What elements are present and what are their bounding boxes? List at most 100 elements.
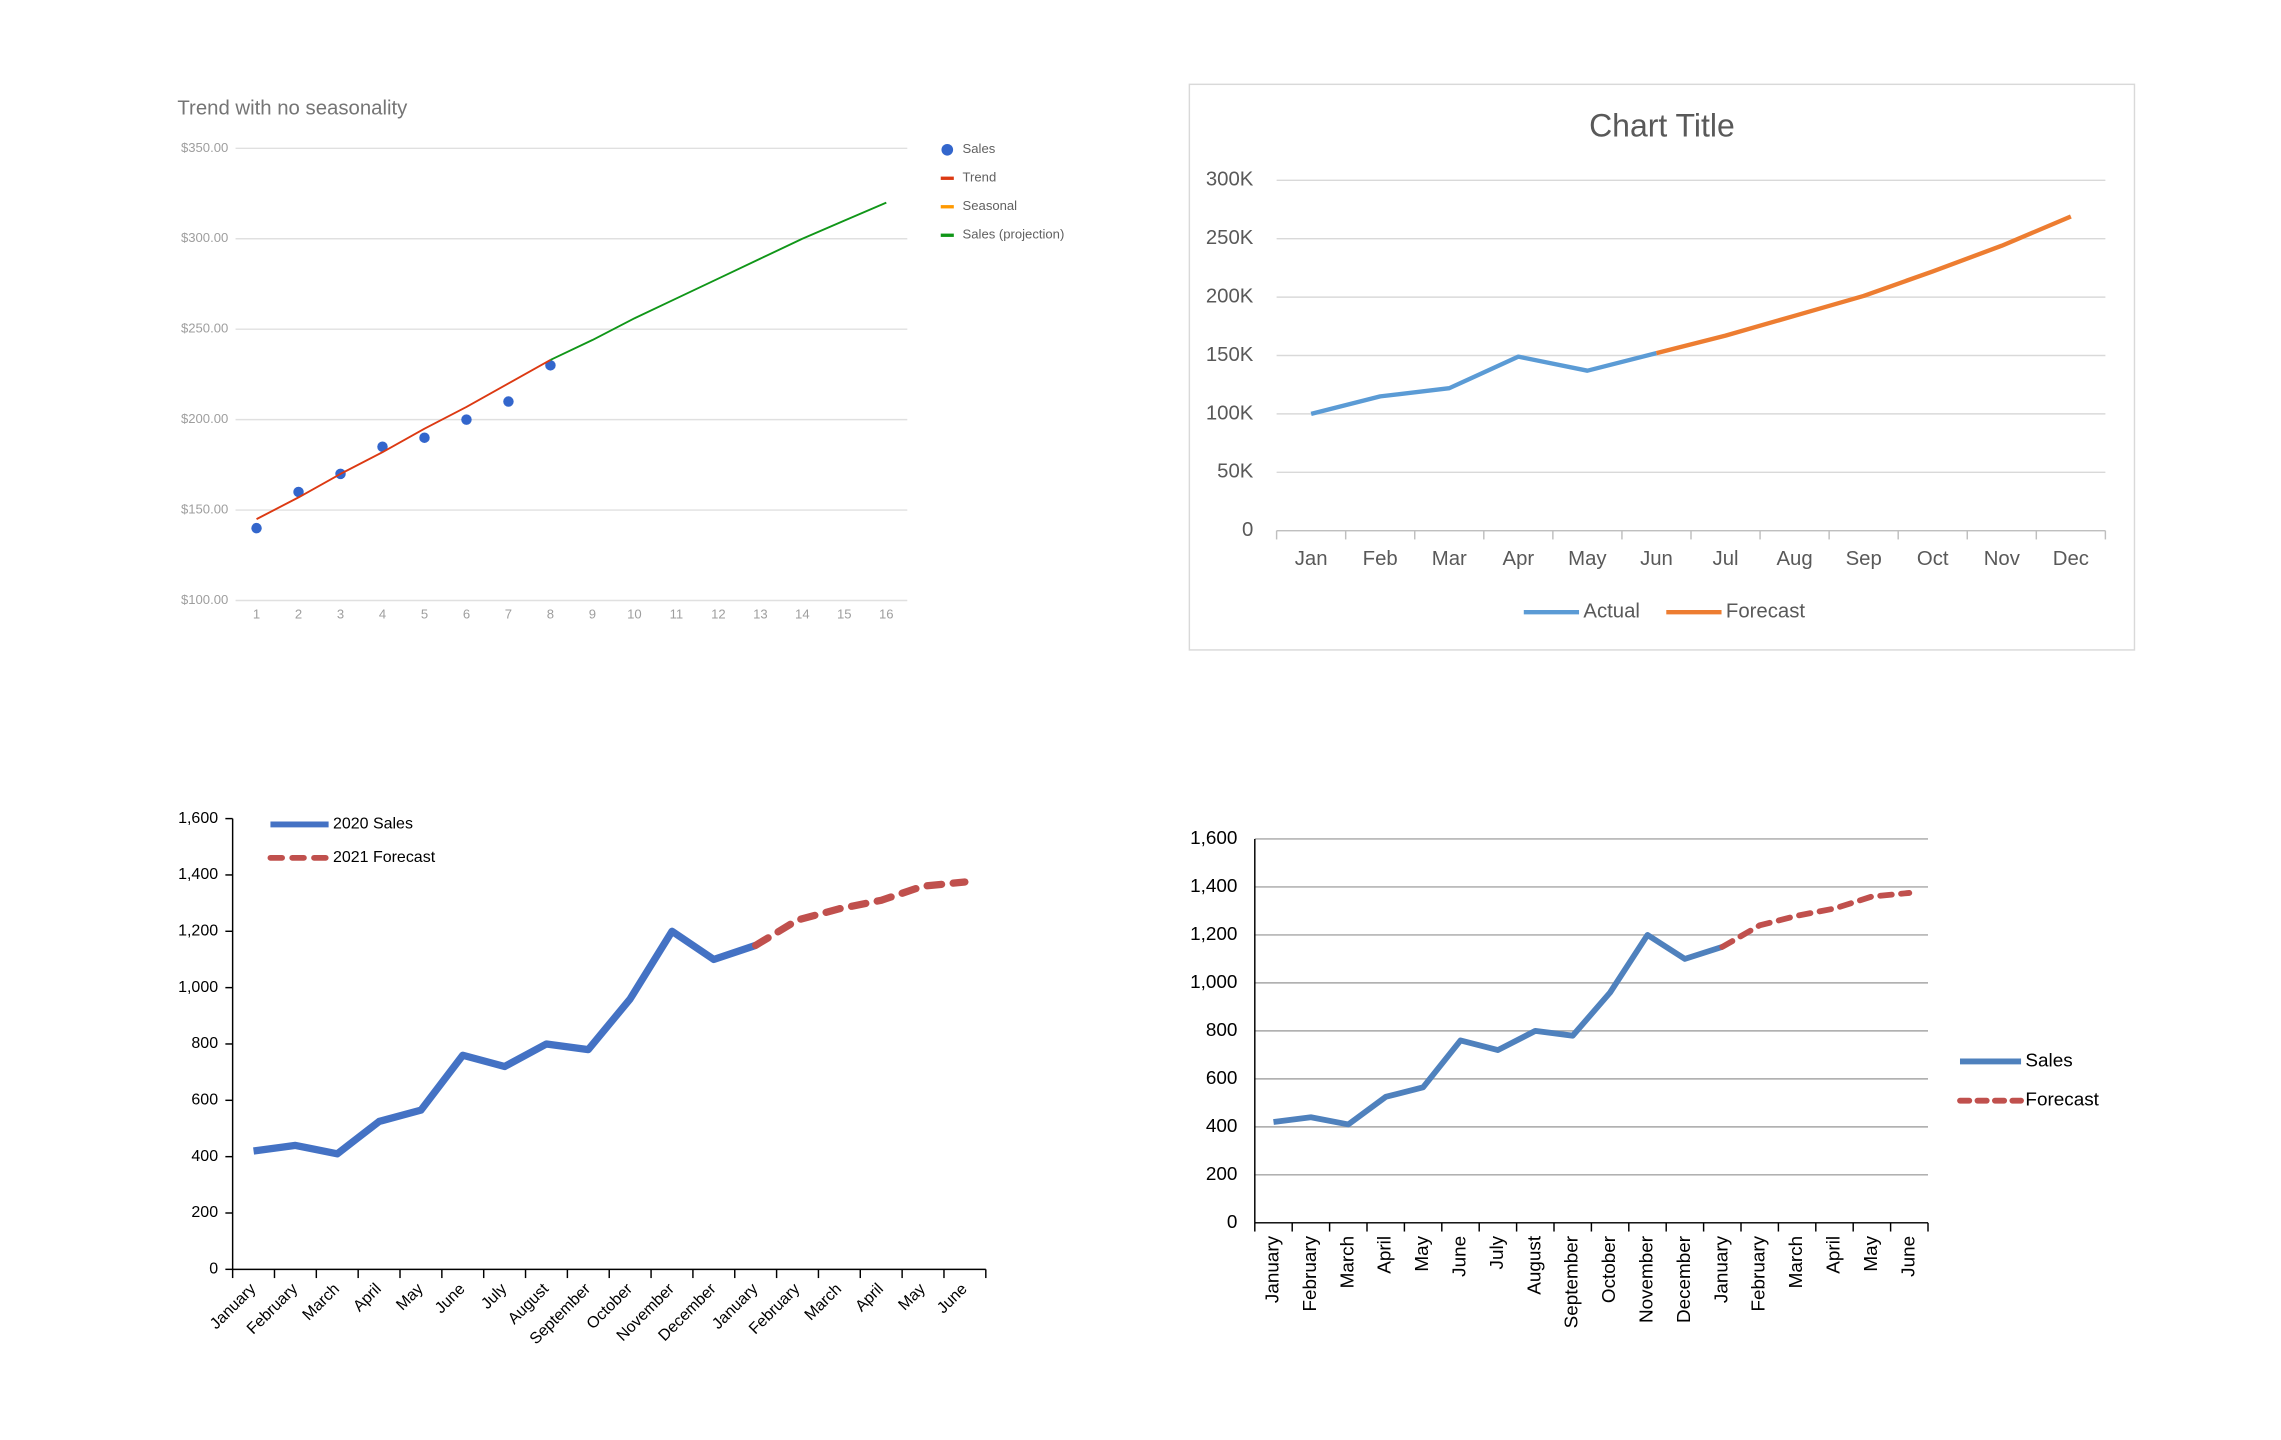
x-tick-label: 9 bbox=[589, 606, 596, 621]
y-tick-label: 0 bbox=[1227, 1212, 1238, 1233]
x-tick-label: Dec bbox=[2053, 548, 2089, 570]
x-tick-label: 4 bbox=[379, 606, 386, 621]
x-tick-label: May bbox=[1568, 548, 1607, 570]
x-tick-label: November bbox=[1637, 1236, 1658, 1323]
data-point bbox=[545, 360, 556, 371]
x-tick-label: May bbox=[895, 1281, 928, 1314]
x-tick-label: 2 bbox=[295, 606, 302, 621]
x-tick-label: June bbox=[1450, 1236, 1471, 1277]
x-tick-label: May bbox=[1412, 1235, 1433, 1271]
x-tick-label: Oct bbox=[1917, 548, 1949, 570]
chart-title: Chart Title bbox=[1589, 107, 1735, 143]
x-tick-label: December bbox=[1674, 1236, 1695, 1323]
x-tick-label: 1 bbox=[253, 606, 260, 621]
x-tick-label: Feb bbox=[1363, 548, 1398, 570]
series-line bbox=[253, 927, 757, 1158]
y-tick-label: $150.00 bbox=[181, 502, 228, 517]
x-tick-label: 6 bbox=[463, 606, 470, 621]
x-tick-label: Mar bbox=[1432, 548, 1467, 570]
x-tick-label: Sep bbox=[1846, 548, 1882, 570]
series-line bbox=[1655, 214, 2072, 356]
legend-label: Sales (projection) bbox=[963, 227, 1065, 242]
x-tick-label: May bbox=[393, 1281, 426, 1314]
chart-title: Trend with no seasonality bbox=[177, 97, 408, 119]
legend-label: Actual bbox=[1583, 601, 1640, 623]
y-tick-label: 50K bbox=[1217, 461, 1254, 483]
data-point bbox=[461, 414, 472, 425]
y-tick-label: $200.00 bbox=[181, 411, 228, 426]
x-tick-label: January bbox=[1711, 1235, 1732, 1303]
series-line bbox=[256, 359, 551, 520]
y-tick-label: 1,400 bbox=[1190, 876, 1237, 897]
x-tick-label: 16 bbox=[879, 606, 894, 621]
chart-frame bbox=[1188, 83, 2136, 651]
y-tick-label: 1,600 bbox=[178, 810, 218, 827]
y-tick-label: 250K bbox=[1206, 227, 1254, 249]
y-tick-label: 0 bbox=[1242, 519, 1253, 541]
x-tick-label: Apr bbox=[1503, 548, 1535, 570]
series-line bbox=[1273, 932, 1724, 1128]
y-tick-label: 800 bbox=[1206, 1020, 1238, 1041]
data-point bbox=[293, 486, 304, 498]
y-tick-label: 1,000 bbox=[178, 979, 218, 996]
y-tick-label: 150K bbox=[1206, 344, 1254, 366]
x-tick-label: Nov bbox=[1984, 548, 2021, 570]
y-tick-label: 400 bbox=[1206, 1116, 1238, 1137]
x-tick-label: 14 bbox=[795, 606, 810, 621]
collage-group: Trend with no seasonality $100.00 $150.00 $… bbox=[177, 83, 2136, 1348]
x-tick-label: April bbox=[1375, 1236, 1396, 1274]
x-tick-label: 13 bbox=[753, 606, 768, 621]
series-line bbox=[752, 878, 969, 950]
series-line bbox=[550, 201, 887, 361]
x-tick-label: 10 bbox=[627, 606, 642, 621]
x-tick-label: June bbox=[1898, 1236, 1919, 1277]
x-tick-label: Jul bbox=[1713, 548, 1739, 570]
legend-label: Forecast bbox=[2025, 1090, 2099, 1111]
y-tick-label: 1,200 bbox=[178, 923, 218, 940]
y-tick-label: 1,600 bbox=[1190, 828, 1237, 849]
y-tick-label: 300K bbox=[1206, 169, 1254, 191]
x-tick-label: 5 bbox=[421, 606, 428, 621]
legend-label: Seasonal bbox=[963, 198, 1018, 213]
y-tick-label: 1,000 bbox=[1190, 972, 1237, 993]
y-tick-label: 100K bbox=[1206, 402, 1254, 424]
y-tick-label: 600 bbox=[191, 1092, 218, 1109]
x-tick-label: February bbox=[1749, 1235, 1770, 1311]
x-tick-label: April bbox=[350, 1281, 385, 1316]
x-tick-label: March bbox=[802, 1281, 845, 1324]
legend-label: 2020 Sales bbox=[333, 816, 413, 833]
y-tick-label: $100.00 bbox=[181, 592, 228, 607]
x-tick-label: March bbox=[300, 1281, 343, 1324]
x-tick-label: July bbox=[478, 1281, 510, 1313]
y-tick-label: 200 bbox=[191, 1204, 218, 1221]
x-tick-label: March bbox=[1786, 1236, 1807, 1288]
data-point bbox=[251, 522, 262, 534]
legend-label: Sales bbox=[963, 141, 996, 156]
y-tick-label: 1,400 bbox=[178, 866, 218, 883]
x-tick-label: July bbox=[1487, 1235, 1508, 1269]
y-tick-label: 1,200 bbox=[1190, 924, 1237, 945]
x-tick-label: Aug bbox=[1776, 548, 1812, 570]
x-tick-label: October bbox=[1599, 1236, 1620, 1303]
x-tick-label: February bbox=[1300, 1235, 1321, 1311]
x-tick-label: 15 bbox=[837, 606, 852, 621]
y-tick-label: 200K bbox=[1206, 285, 1254, 307]
x-tick-label: April bbox=[852, 1281, 887, 1316]
x-tick-label: January bbox=[1263, 1235, 1284, 1303]
x-tick-label: September bbox=[1562, 1236, 1583, 1328]
x-tick-label: 3 bbox=[337, 606, 344, 621]
x-tick-label: March bbox=[1337, 1236, 1358, 1288]
x-tick-label: 11 bbox=[670, 606, 684, 621]
y-tick-label: 0 bbox=[209, 1261, 218, 1278]
y-tick-label: $300.00 bbox=[181, 230, 228, 245]
series-line bbox=[1310, 351, 1658, 417]
x-tick-label: April bbox=[1824, 1236, 1845, 1274]
x-tick-label: 7 bbox=[505, 606, 512, 621]
x-tick-label: 8 bbox=[547, 606, 554, 621]
x-tick-label: June bbox=[934, 1281, 971, 1318]
data-point bbox=[503, 396, 514, 407]
data-point bbox=[377, 441, 388, 452]
x-tick-label: Jan bbox=[1295, 548, 1328, 570]
x-tick-label: June bbox=[432, 1281, 469, 1318]
y-tick-label: $350.00 bbox=[181, 140, 228, 155]
